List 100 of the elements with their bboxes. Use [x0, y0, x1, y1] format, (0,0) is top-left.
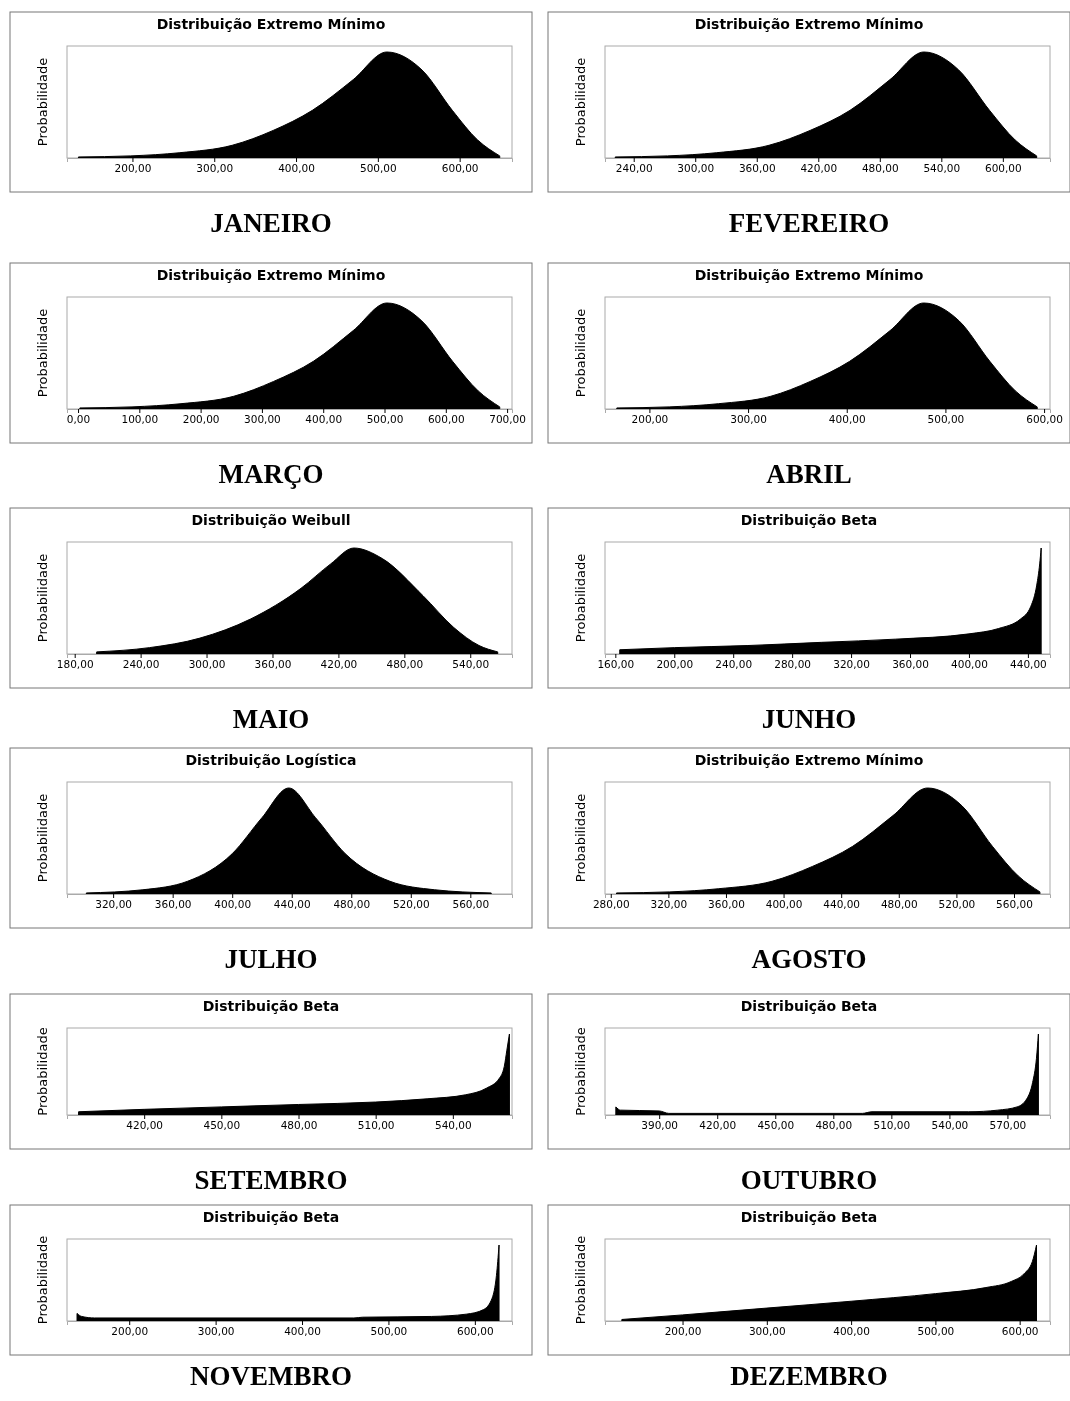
chart-title: Distribuição Extremo Mínimo — [156, 16, 386, 32]
y-axis-title: Probabilidade — [35, 308, 50, 398]
x-tick-label: 300,00 — [188, 658, 226, 671]
x-tick-label: 450,00 — [757, 1119, 795, 1132]
x-tick-label: 480,00 — [880, 898, 918, 911]
x-tick-label: 200,00 — [182, 413, 220, 426]
x-tick-label: 600,00 — [984, 162, 1022, 175]
x-tick-label: 240,00 — [122, 658, 160, 671]
x-tick-label: 240,00 — [715, 658, 753, 671]
x-tick-label: 240,00 — [615, 162, 653, 175]
x-tick-label: 600,00 — [427, 413, 465, 426]
x-tick-label: 300,00 — [677, 162, 715, 175]
x-tick-label: 0,00 — [66, 413, 91, 426]
y-axis-title: Probabilidade — [573, 1027, 588, 1116]
chart-title: Distribuição Beta — [740, 512, 878, 528]
x-tick-label: 480,00 — [333, 898, 371, 911]
text: JULHO — [224, 944, 318, 974]
x-tick-label: 200,00 — [114, 162, 152, 175]
y-axis-title: Probabilidade — [35, 1235, 50, 1325]
x-tick-label: 280,00 — [592, 898, 630, 911]
x-tick-label: 300,00 — [244, 413, 281, 426]
chart-title: Distribuição Extremo Mínimo — [694, 267, 924, 283]
text: MAIO — [232, 704, 310, 734]
x-tick-label: 420,00 — [800, 162, 838, 175]
x-tick-label: 500,00 — [927, 413, 965, 426]
x-tick-label: 540,00 — [923, 162, 961, 175]
text: MARÇO — [218, 459, 324, 489]
x-tick-label: 600,00 — [1026, 413, 1063, 426]
x-tick-label: 360,00 — [708, 898, 745, 911]
x-tick-label: 480,00 — [861, 162, 899, 175]
x-tick-label: 540,00 — [931, 1119, 969, 1132]
text: JANEIRO — [210, 208, 332, 238]
x-tick-label: 450,00 — [203, 1119, 241, 1132]
x-tick-label: 420,00 — [320, 658, 358, 671]
text: OUTUBRO — [740, 1165, 878, 1195]
text: ABRIL — [766, 459, 852, 489]
chart-title: Distribuição Beta — [740, 1209, 878, 1225]
x-tick-label: 300,00 — [196, 162, 234, 175]
x-tick-label: 400,00 — [828, 413, 866, 426]
x-tick-label: 540,00 — [452, 658, 490, 671]
x-tick-label: 300,00 — [730, 413, 767, 426]
x-tick-label: 500,00 — [359, 162, 397, 175]
x-tick-label: 300,00 — [748, 1325, 786, 1338]
x-tick-label: 320,00 — [833, 658, 870, 671]
x-tick-label: 400,00 — [284, 1325, 321, 1338]
x-tick-label: 360,00 — [738, 162, 776, 175]
text: DEZEMBRO — [730, 1361, 888, 1391]
y-axis-title: Probabilidade — [573, 793, 588, 883]
x-tick-label: 390,00 — [641, 1119, 679, 1132]
x-tick-label: 200,00 — [631, 413, 669, 426]
text: NOVEMBRO — [190, 1361, 352, 1391]
x-tick-label: 520,00 — [392, 898, 430, 911]
text: SETEMBRO — [194, 1165, 348, 1195]
x-tick-label: 400,00 — [833, 1325, 870, 1338]
text: FEVEREIRO — [728, 208, 890, 238]
x-tick-label: 500,00 — [370, 1325, 408, 1338]
x-tick-label: 700,00 — [489, 413, 526, 426]
x-tick-label: 200,00 — [664, 1325, 702, 1338]
x-tick-label: 480,00 — [386, 658, 424, 671]
x-tick-label: 560,00 — [452, 898, 490, 911]
y-axis-title: Probabilidade — [573, 1235, 588, 1325]
x-tick-label: 520,00 — [938, 898, 976, 911]
x-tick-label: 500,00 — [917, 1325, 955, 1338]
x-tick-label: 440,00 — [1010, 658, 1047, 671]
chart-title: Distribuição Beta — [740, 998, 878, 1014]
x-tick-label: 320,00 — [650, 898, 688, 911]
x-tick-label: 540,00 — [434, 1119, 472, 1132]
x-tick-label: 420,00 — [699, 1119, 737, 1132]
x-tick-label: 400,00 — [305, 413, 343, 426]
y-axis-title: Probabilidade — [573, 553, 588, 643]
y-axis-title: Probabilidade — [35, 793, 50, 883]
x-tick-label: 480,00 — [815, 1119, 853, 1132]
x-tick-label: 420,00 — [126, 1119, 164, 1132]
x-tick-label: 600,00 — [456, 1325, 494, 1338]
x-tick-label: 180,00 — [56, 658, 94, 671]
y-axis-title: Probabilidade — [35, 1027, 50, 1116]
x-tick-label: 360,00 — [154, 898, 192, 911]
x-tick-label: 560,00 — [996, 898, 1033, 911]
x-tick-label: 160,00 — [597, 658, 635, 671]
x-tick-label: 510,00 — [873, 1119, 911, 1132]
x-tick-label: 600,00 — [1001, 1325, 1039, 1338]
x-tick-label: 200,00 — [111, 1325, 149, 1338]
chart-title: Distribuição Logística — [185, 752, 357, 768]
y-axis-title: Probabilidade — [35, 553, 50, 643]
x-tick-label: 200,00 — [656, 658, 694, 671]
x-tick-label: 400,00 — [278, 162, 315, 175]
chart-title: Distribuição Extremo Mínimo — [694, 752, 924, 768]
x-tick-label: 400,00 — [951, 658, 988, 671]
x-tick-label: 510,00 — [357, 1119, 395, 1132]
y-axis-title: Probabilidade — [573, 308, 588, 398]
x-tick-label: 440,00 — [823, 898, 861, 911]
x-tick-label: 600,00 — [441, 162, 479, 175]
text: AGOSTO — [751, 944, 867, 974]
x-tick-label: 500,00 — [366, 413, 404, 426]
x-tick-label: 100,00 — [121, 413, 159, 426]
x-tick-label: 570,00 — [989, 1119, 1027, 1132]
x-tick-label: 440,00 — [273, 898, 311, 911]
chart-title: Distribuição Beta — [202, 998, 340, 1014]
x-tick-label: 360,00 — [892, 658, 929, 671]
x-tick-label: 480,00 — [280, 1119, 318, 1132]
